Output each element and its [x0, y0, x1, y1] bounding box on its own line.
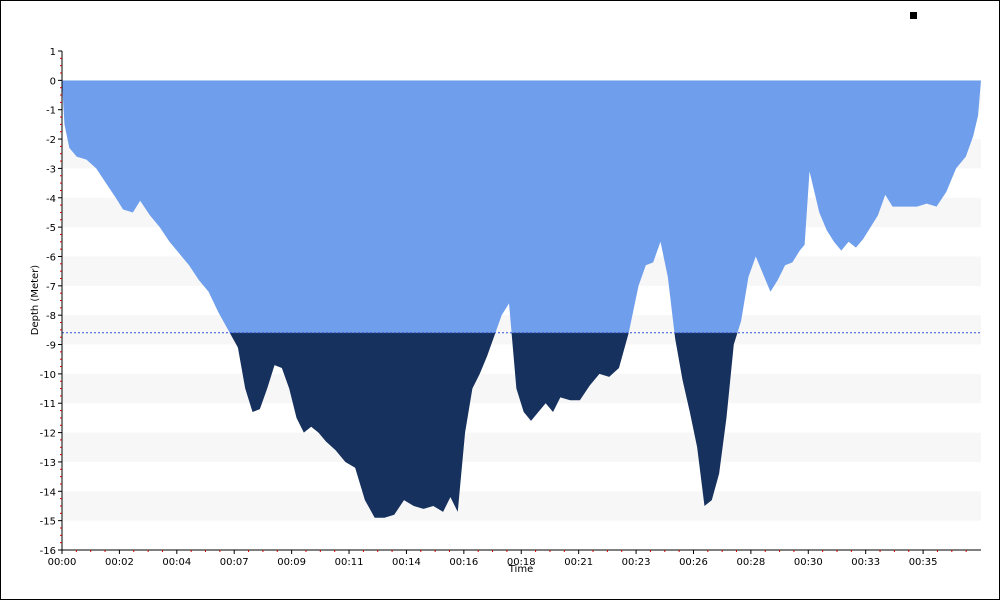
- y-tick-label: -10: [40, 370, 56, 381]
- y-tick-label: -2: [46, 135, 56, 146]
- y-tick-label: -8: [46, 311, 56, 322]
- y-tick-label: -11: [40, 399, 56, 410]
- y-tick-label: -7: [46, 282, 56, 293]
- y-tick-label: -14: [40, 487, 56, 498]
- grid-band: [62, 491, 981, 521]
- y-tick-label: -9: [46, 341, 56, 352]
- y-tick-label: -15: [40, 517, 56, 528]
- x-tick-label: 00:33: [851, 557, 880, 568]
- y-tick-label: -12: [40, 429, 56, 440]
- x-tick-label: 00:35: [909, 557, 938, 568]
- x-tick-label: 00:21: [564, 557, 593, 568]
- x-axis-title: Time: [508, 564, 533, 575]
- grid-band: [62, 432, 981, 462]
- deep-area: [229, 332, 738, 518]
- x-tick-label: 00:16: [449, 557, 478, 568]
- y-tick-label: -6: [46, 252, 56, 263]
- y-axis-title: Depth (Meter): [30, 265, 41, 336]
- y-tick-label: -5: [46, 223, 56, 234]
- x-tick-label: 00:00: [48, 557, 77, 568]
- y-tick-label: -4: [46, 194, 56, 205]
- x-tick-label: 00:18: [507, 557, 536, 568]
- shallow-area: [62, 80, 981, 333]
- x-ticks: 00:00 00:02 00:04 00:07 00:09 00:11 00:14 00:16…: [48, 550, 967, 568]
- x-tick-label: 00:26: [679, 557, 708, 568]
- y-ticks: 1 0 -1 -2 -3 -4 -5 -6 -7 -8 -9 -10 -11 -12 -13 -14 -15 -1…: [40, 47, 62, 557]
- y-tick-label: -16: [40, 546, 56, 557]
- x-tick-label: 00:30: [794, 557, 823, 568]
- x-tick-label: 00:11: [335, 557, 364, 568]
- x-tick-label: 00:04: [162, 557, 191, 568]
- y-tick-label: -3: [46, 164, 56, 175]
- y-tick-label: -1: [46, 106, 56, 117]
- legend-marker: [910, 12, 917, 19]
- x-tick-label: 00:28: [736, 557, 765, 568]
- y-tick-label: -13: [40, 458, 56, 469]
- x-tick-label: 00:07: [220, 557, 249, 568]
- depth-profile: [62, 80, 981, 518]
- y-tick-label: 1: [50, 47, 56, 58]
- x-tick-label: 00:09: [277, 557, 306, 568]
- x-tick-label: 00:23: [622, 557, 651, 568]
- x-tick-label: 00:14: [392, 557, 421, 568]
- y-tick-label: 0: [50, 76, 56, 87]
- x-tick-label: 00:02: [105, 557, 134, 568]
